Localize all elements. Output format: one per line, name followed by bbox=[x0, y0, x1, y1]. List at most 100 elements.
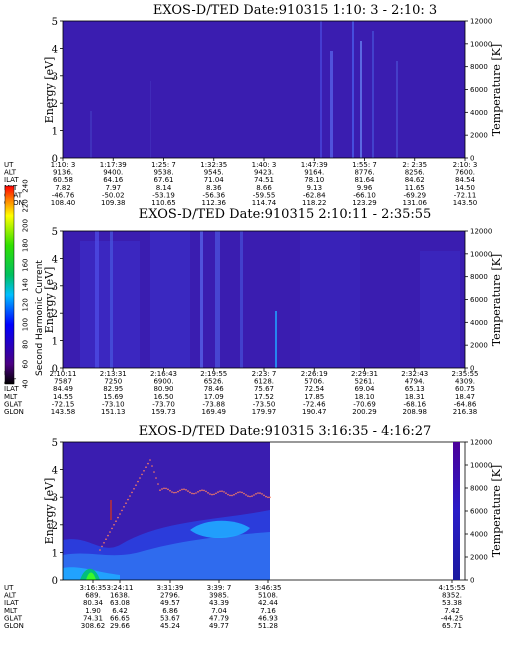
ytick-label: 3 bbox=[52, 493, 58, 504]
temperature-point bbox=[201, 489, 203, 491]
table-cell: 74.51 bbox=[254, 176, 274, 184]
table-cell: -72.11 bbox=[454, 191, 477, 199]
temperature-point bbox=[197, 491, 199, 493]
spectrogram-streak bbox=[352, 21, 354, 158]
table-cell: 108.40 bbox=[51, 199, 76, 207]
temperature-point bbox=[149, 459, 151, 461]
table-cell: 1:55: 7 bbox=[352, 161, 377, 169]
panel-3-title: EXOS-D/TED Date:910315 3:16:35 - 4:16:27 bbox=[139, 424, 432, 439]
table-cell: -69.29 bbox=[403, 191, 426, 199]
temperature-point bbox=[231, 494, 233, 497]
colorbar-tick-label: 40 bbox=[22, 380, 30, 389]
temperature-point bbox=[173, 491, 175, 494]
table-cell: -73.50 bbox=[253, 400, 276, 408]
table-cell: 67.61 bbox=[153, 176, 173, 184]
table-cell: 47.79 bbox=[209, 614, 229, 622]
y2tick-label: 6000 bbox=[470, 296, 488, 304]
temperature-point bbox=[203, 489, 205, 492]
table-row-label: GLAT bbox=[4, 614, 23, 622]
panel-1-title: EXOS-D/TED Date:910315 1:10: 3 - 2:10: 3 bbox=[153, 3, 437, 18]
y2tick-label: 12000 bbox=[470, 439, 492, 447]
temperature-point bbox=[259, 492, 261, 494]
temperature-point bbox=[247, 495, 249, 497]
table-cell: 60.58 bbox=[53, 176, 73, 184]
table-cell: -53.19 bbox=[152, 191, 175, 199]
temperature-point bbox=[115, 520, 117, 522]
temperature-point bbox=[151, 465, 153, 467]
temperature-point bbox=[147, 462, 149, 465]
table-cell: 6128. bbox=[254, 378, 274, 386]
table-cell: 7.16 bbox=[260, 607, 276, 615]
table-cell: 72.54 bbox=[304, 385, 325, 393]
panel-1-streaks bbox=[90, 21, 398, 158]
table-cell: 3:24:11 bbox=[107, 584, 134, 592]
panel-3-spectrogram bbox=[63, 442, 271, 580]
panel-2-y2ticks: 0 2000 4000 6000 8000 10000 12000 bbox=[465, 228, 492, 373]
table-cell: 5108. bbox=[258, 592, 278, 600]
ytick-label: 4 bbox=[52, 254, 58, 265]
table-row-label: UT bbox=[4, 584, 14, 592]
table-cell: 7587 bbox=[54, 378, 72, 386]
temperature-point bbox=[267, 496, 269, 499]
y2tick-label: 6000 bbox=[470, 508, 488, 516]
colorbar-ticks: 40 60 80 100 120 140 160 180 200 220 240 bbox=[22, 179, 30, 388]
temperature-point bbox=[163, 487, 165, 490]
temperature-point bbox=[195, 492, 197, 494]
panel-3: EXOS-D/TED Date:910315 3:16:35 - 4:16:27… bbox=[4, 424, 503, 630]
y2tick-label: 2000 bbox=[470, 342, 488, 350]
table-cell: 2:26:19 bbox=[301, 370, 328, 378]
table-cell: 9538. bbox=[153, 169, 173, 177]
spectrogram-streak bbox=[330, 51, 333, 158]
temperature-point bbox=[141, 473, 143, 476]
y2tick-label: 2000 bbox=[470, 132, 488, 140]
table-cell: 6900. bbox=[153, 378, 173, 386]
temperature-point bbox=[245, 494, 247, 496]
y2tick-label: 8000 bbox=[470, 273, 488, 281]
table-cell: -50.02 bbox=[102, 191, 125, 199]
table-cell: 8776. bbox=[354, 169, 374, 177]
spectrogram-streak bbox=[110, 231, 113, 368]
table-cell: 1.90 bbox=[85, 607, 101, 615]
temperature-point bbox=[221, 490, 223, 492]
table-cell: 3:46:35 bbox=[255, 584, 282, 592]
colorbar-tick-label: 60 bbox=[22, 360, 30, 369]
temperature-point bbox=[139, 477, 141, 479]
table-row-label: GLON bbox=[4, 408, 24, 416]
table-row-label: MLT bbox=[4, 607, 18, 615]
table-cell: 5706. bbox=[304, 378, 324, 386]
table-cell: 69.04 bbox=[354, 385, 375, 393]
temperature-point bbox=[269, 496, 271, 499]
table-row-label: MLT bbox=[4, 393, 18, 401]
temperature-point bbox=[223, 491, 225, 493]
table-cell: 49.57 bbox=[160, 599, 180, 607]
temperature-point bbox=[107, 534, 109, 537]
panel-2-title: EXOS-D/TED Date:910315 2:10:11 - 2:35:55 bbox=[139, 207, 432, 222]
colorbar-tick-label: 160 bbox=[22, 259, 30, 272]
table-cell: 18.47 bbox=[455, 393, 475, 401]
table-cell: -70.69 bbox=[353, 400, 376, 408]
table-cell: 82.95 bbox=[103, 385, 123, 393]
table-cell: 60.75 bbox=[455, 385, 475, 393]
y2tick-label: 0 bbox=[470, 577, 474, 585]
spectrogram-streak bbox=[300, 231, 360, 368]
table-cell: 8256. bbox=[405, 169, 425, 177]
table-cell: -72.46 bbox=[303, 400, 326, 408]
temperature-point bbox=[179, 489, 181, 492]
temperature-point bbox=[229, 494, 231, 497]
table-cell: 179.97 bbox=[252, 408, 277, 416]
y2tick-label: 8000 bbox=[470, 63, 488, 71]
panel-1-table: UTALTILATMLTGLATGLON1:10: 39136.60.587.8… bbox=[4, 158, 477, 207]
colorbar bbox=[4, 185, 15, 385]
temperature-point bbox=[263, 494, 265, 497]
table-cell: 17.85 bbox=[304, 393, 324, 401]
panel-2-table: UTALTILATMLTGLATGLON2:10:11758784.4914.5… bbox=[4, 368, 479, 416]
table-cell: 80.34 bbox=[83, 599, 104, 607]
ytick-label: 5 bbox=[52, 438, 58, 449]
table-cell: 9.13 bbox=[306, 184, 322, 192]
table-cell: 109.38 bbox=[101, 199, 126, 207]
temperature-point bbox=[127, 498, 129, 501]
table-row-label: ILAT bbox=[4, 599, 19, 607]
table-cell: 14.55 bbox=[53, 393, 73, 401]
table-cell: 118.22 bbox=[302, 199, 327, 207]
table-cell: 208.98 bbox=[403, 408, 428, 416]
